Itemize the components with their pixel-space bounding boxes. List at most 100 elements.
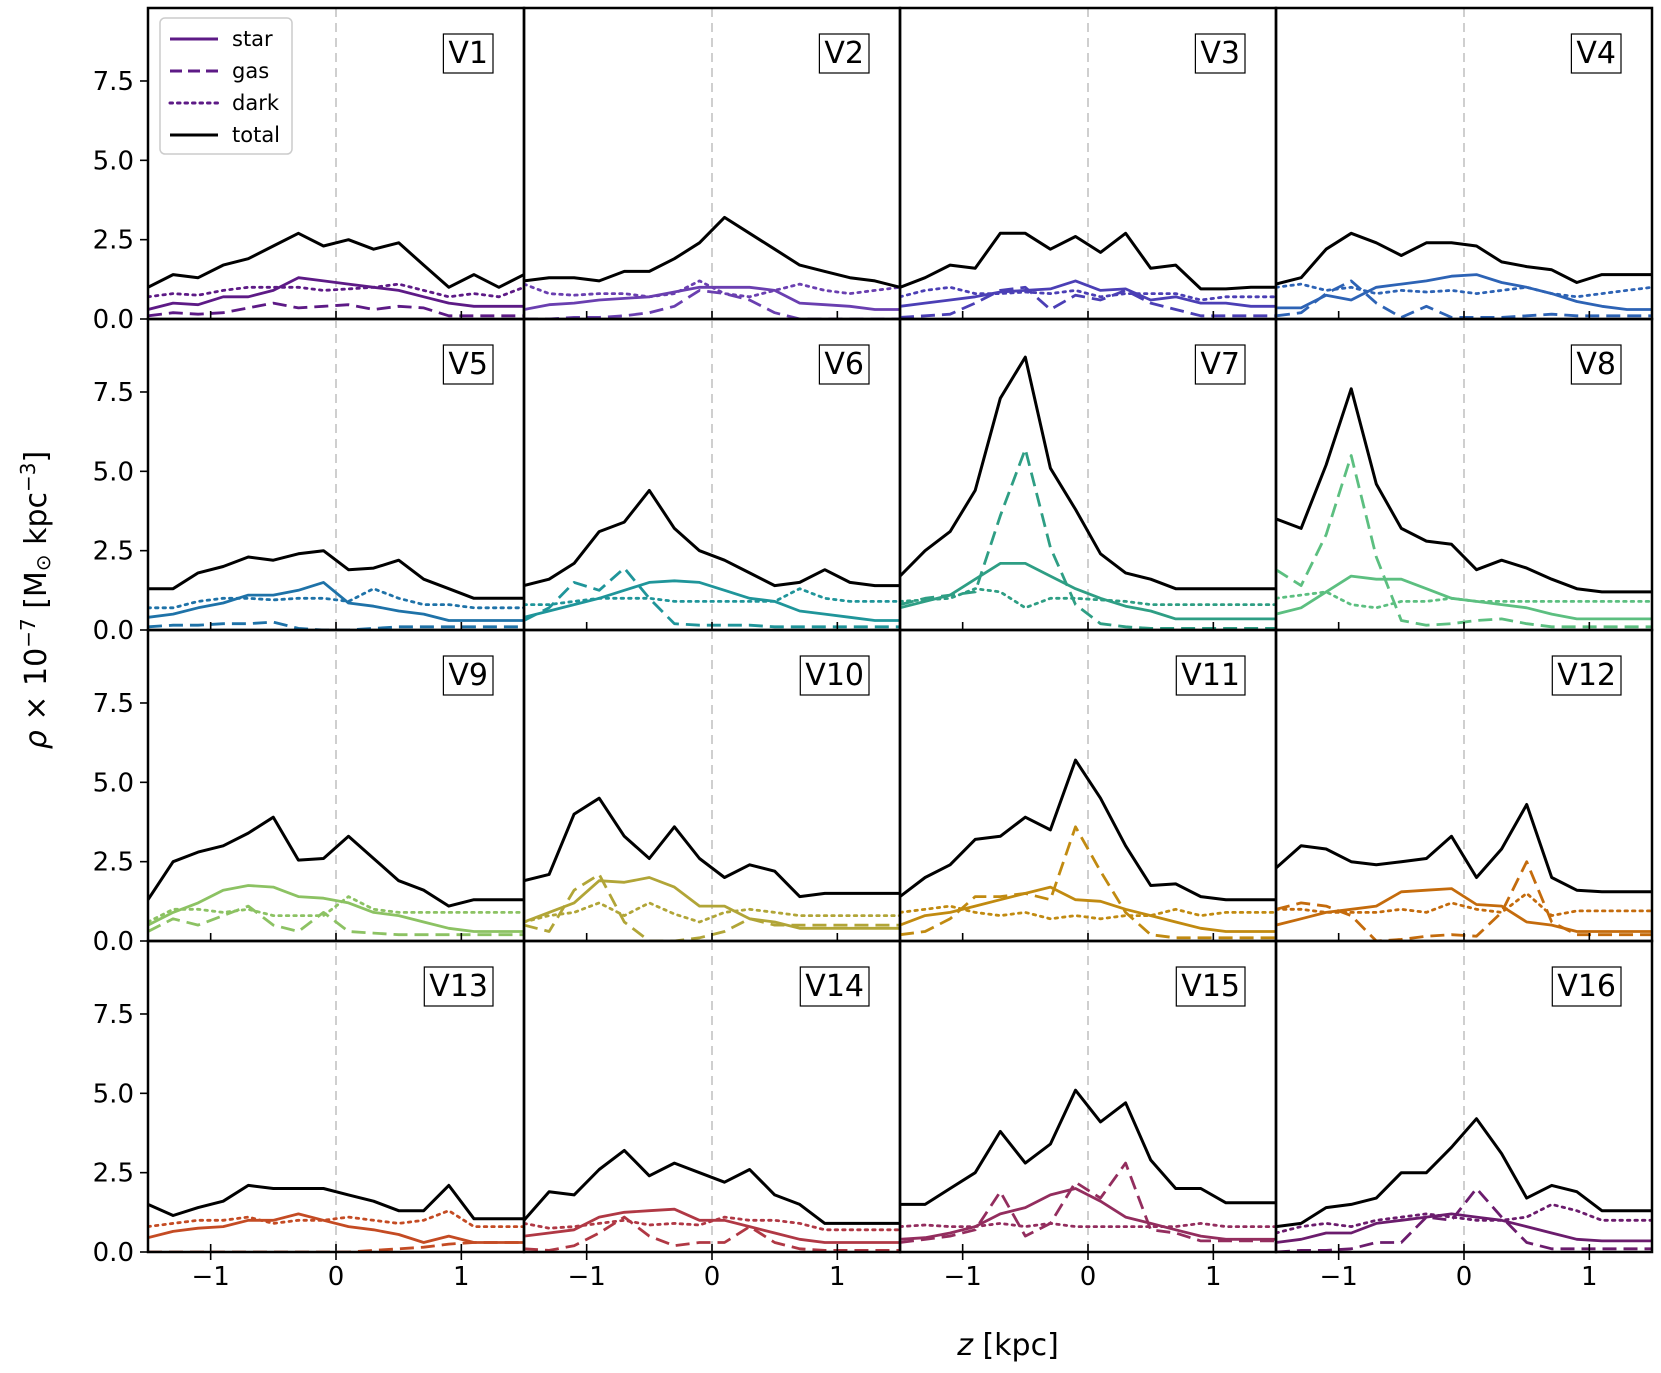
panel-label-box xyxy=(1570,33,1622,74)
panel-v12: V12 xyxy=(1274,628,1654,943)
y-tick-label: 7.5 xyxy=(93,378,134,408)
series-dark-line xyxy=(148,282,524,299)
series-total-line xyxy=(900,355,1276,591)
series-total-line xyxy=(524,215,900,289)
x-tick-label: 1 xyxy=(453,1262,470,1292)
legend-star-label: star xyxy=(232,27,273,51)
y-tick-label: 7.5 xyxy=(93,1000,134,1030)
panel-label-box xyxy=(442,655,494,696)
series-dark-line xyxy=(1276,590,1652,610)
x-tick-label: −1 xyxy=(568,1262,606,1292)
series-group xyxy=(148,231,524,318)
series-total-line xyxy=(524,796,900,899)
panel-label-box xyxy=(1194,33,1246,74)
panel-label: V15 xyxy=(1181,969,1240,1004)
panel-label: V14 xyxy=(805,969,864,1004)
panel-label-box xyxy=(1570,344,1622,385)
panel-label: V1 xyxy=(448,36,488,71)
panel-label-box xyxy=(442,33,494,74)
series-dark-line xyxy=(524,587,900,606)
series-group xyxy=(148,1183,524,1252)
series-total-line xyxy=(148,549,524,600)
series-total-line xyxy=(524,488,900,588)
y-tick-label: 2.5 xyxy=(93,1159,134,1189)
panel-label: V13 xyxy=(429,969,488,1004)
y-tick-label: 0.0 xyxy=(93,616,134,646)
panel-label: V2 xyxy=(824,36,864,71)
panel-label: V7 xyxy=(1200,347,1240,382)
panel-label-box xyxy=(442,344,494,385)
y-tick-label: 0.0 xyxy=(93,927,134,957)
x-tick-label: −1 xyxy=(1320,1262,1358,1292)
panel-v3: V3 xyxy=(898,6,1278,321)
series-total-line xyxy=(148,815,524,908)
panel-v16: V16 −1 0 1 xyxy=(1274,939,1654,1292)
series-gas-line xyxy=(900,1161,1276,1244)
panel-label-box xyxy=(1175,966,1246,1007)
series-dark-line xyxy=(1276,892,1652,917)
series-star-line xyxy=(524,579,900,622)
series-dark-line xyxy=(1276,282,1652,299)
y-tick-label: 5.0 xyxy=(93,1079,134,1109)
x-tick-label: 1 xyxy=(1205,1262,1222,1292)
panel-label: V16 xyxy=(1557,969,1616,1004)
panel-v11: V11 xyxy=(898,628,1278,943)
series-gas-line xyxy=(900,825,1276,940)
series-dark-line xyxy=(524,901,900,924)
panel-grid: V1 0.0 2.5 5.0 7.5 V2 V3 V4 V5 0.0 2.5 5.0 7.5 V6 V7 V8… xyxy=(93,6,1654,1292)
panel-label-box xyxy=(423,966,494,1007)
panel-label: V12 xyxy=(1557,658,1616,693)
series-star-line xyxy=(148,276,524,311)
y-tick-label: 0.0 xyxy=(93,305,134,335)
y-tick-label: 7.5 xyxy=(93,689,134,719)
series-star-line xyxy=(1276,273,1652,311)
series-dark-line xyxy=(148,895,524,924)
legend-gas-label: gas xyxy=(232,59,269,83)
series-star-line xyxy=(900,562,1276,621)
series-dark-line xyxy=(148,1209,524,1228)
panel-v14: V14 −1 0 1 xyxy=(522,939,902,1292)
series-total-line xyxy=(1276,803,1652,894)
x-tick-label: −1 xyxy=(192,1262,230,1292)
series-star-line xyxy=(1276,1212,1652,1244)
series-star-line xyxy=(900,279,1276,308)
panel-label: V6 xyxy=(824,347,864,382)
panel-v9: V9 0.0 2.5 5.0 7.5 xyxy=(93,628,526,957)
panel-v8: V8 xyxy=(1274,317,1654,632)
panel-label: V3 xyxy=(1200,36,1240,71)
series-group xyxy=(524,215,900,319)
series-group xyxy=(900,1088,1276,1244)
panel-label: V8 xyxy=(1576,347,1616,382)
panel-label-box xyxy=(1175,655,1246,696)
x-tick-label: 0 xyxy=(704,1262,721,1292)
series-total-line xyxy=(900,1088,1276,1206)
panel-v1: V1 0.0 2.5 5.0 7.5 xyxy=(93,6,526,335)
panel-v7: V7 xyxy=(898,317,1278,632)
series-dark-line xyxy=(900,1222,1276,1228)
y-tick-label: 2.5 xyxy=(93,537,134,567)
series-star-line xyxy=(900,1187,1276,1241)
series-total-line xyxy=(1276,1117,1652,1229)
series-group xyxy=(900,231,1276,319)
series-star-line xyxy=(524,285,900,311)
series-dark-line xyxy=(900,285,1276,302)
series-star-line xyxy=(148,884,524,933)
series-dark-line xyxy=(148,587,524,610)
panel-v5: V5 0.0 2.5 5.0 7.5 xyxy=(93,317,526,646)
panel-v2: V2 xyxy=(522,6,902,321)
y-axis-label: ρ × 10−7 [M⊙ kpc−3] xyxy=(16,451,55,749)
panel-label-box xyxy=(1194,344,1246,385)
series-star-line xyxy=(148,1212,524,1244)
panel-v6: V6 xyxy=(522,317,902,632)
panel-v13: V13 −1 0 1 0.0 2.5 5.0 7.5 xyxy=(93,939,526,1292)
series-star-line xyxy=(524,1207,900,1244)
x-tick-label: −1 xyxy=(944,1262,982,1292)
x-tick-label: 1 xyxy=(829,1262,846,1292)
panel-label: V5 xyxy=(448,347,488,382)
legend: star gas dark total xyxy=(159,17,293,155)
legend-frame xyxy=(159,17,293,155)
y-tick-label: 2.5 xyxy=(93,848,134,878)
series-dark-line xyxy=(1276,1203,1652,1235)
y-tick-label: 7.5 xyxy=(93,67,134,97)
